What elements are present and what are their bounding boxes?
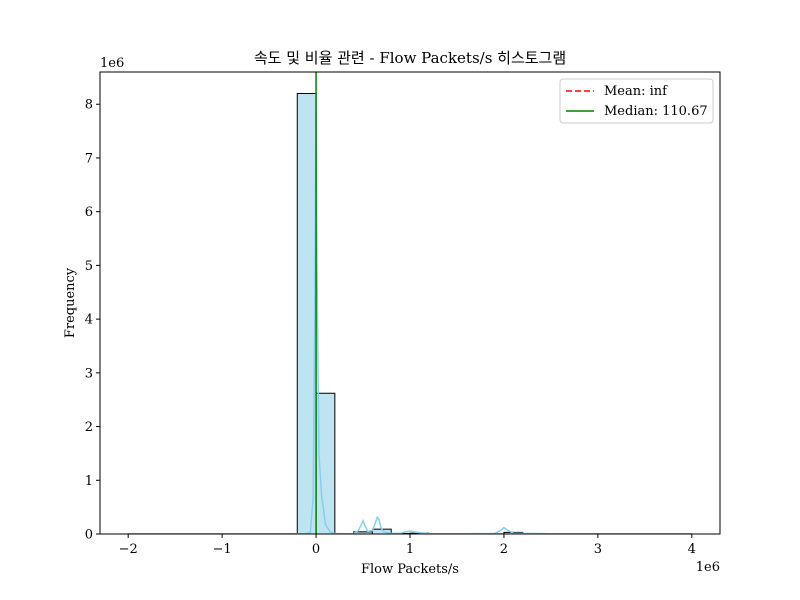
y-tick-label-6: 6 [85,205,93,220]
x-tick-label-1: −1 [213,542,232,557]
chart-title: 속도 및 비율 관련 - Flow Packets/s 히스토그램 [254,49,566,67]
x-axis-ticks: −2 −1 0 1 2 3 4 [119,534,696,557]
y-tick-label-8: 8 [85,98,93,113]
x-tick-label-3: 1 [406,542,414,557]
histogram-bars [127,92,693,535]
legend-box [559,78,714,124]
x-tick-label-6: 4 [688,542,696,557]
x-tick-label-0: −2 [119,542,138,557]
legend-mean-label: Mean: inf [604,84,668,99]
x-axis-label: Flow Packets/s [361,562,459,577]
legend-median-label: Median: 110.67 [604,104,708,119]
y-axis-ticks: 0 1 2 3 4 5 6 7 8 [85,98,100,543]
y-tick-label-7: 7 [85,151,93,166]
y-tick-label-2: 2 [85,420,93,435]
x-tick-label-2: 0 [312,542,320,557]
x-tick-label-5: 3 [594,542,602,557]
y-tick-label-3: 3 [85,366,93,381]
kde-curve [128,93,692,535]
y-axis-label: Frequency [63,267,78,338]
axes-frame [99,71,721,535]
y-tick-label-5: 5 [85,259,93,274]
x-offset-text: 1e6 [696,560,720,575]
x-tick-label-4: 2 [500,542,508,557]
legend: Mean: inf Median: 110.67 [559,78,714,124]
y-tick-label-0: 0 [85,528,93,543]
y-tick-label-1: 1 [85,474,93,489]
y-tick-label-4: 4 [85,313,93,328]
y-offset-text: 1e6 [100,56,124,71]
